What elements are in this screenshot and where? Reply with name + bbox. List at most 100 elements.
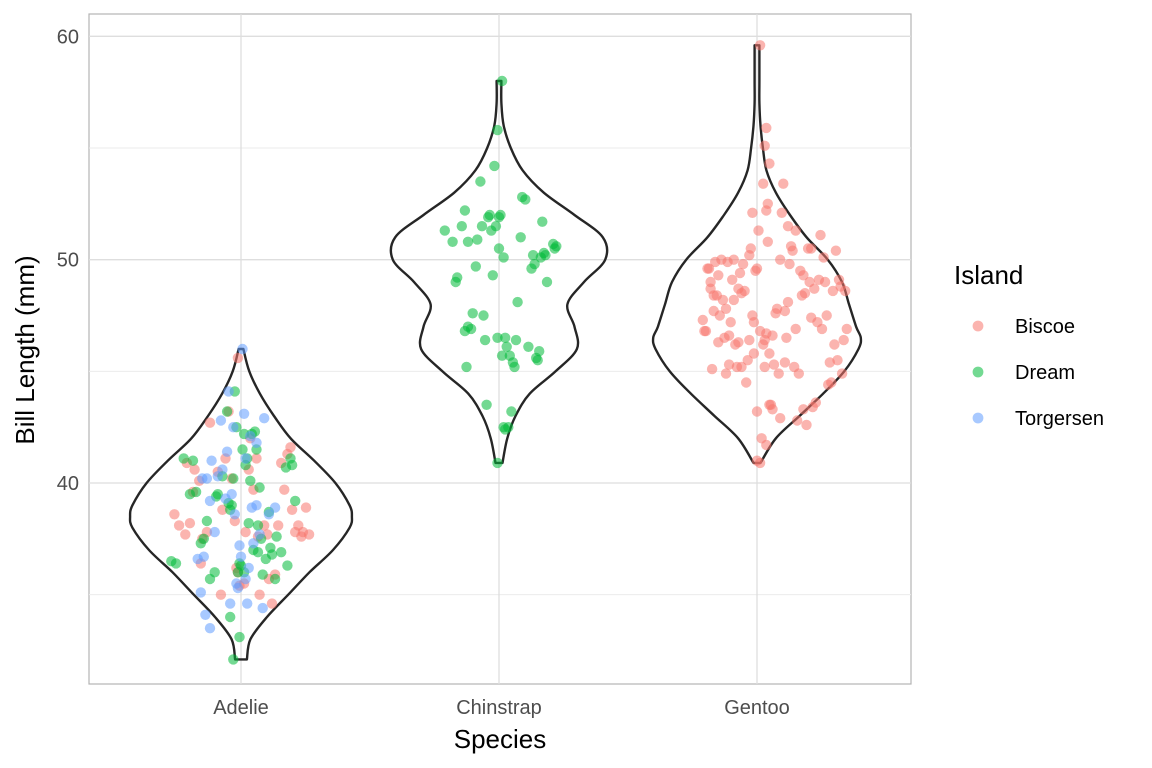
data-point-biscoe [723,330,735,341]
data-point-biscoe [810,397,821,408]
data-point-torgersen [204,495,216,507]
data-point-dream [234,631,245,643]
data-point-biscoe [173,520,185,531]
data-point-biscoe [787,245,798,256]
legend-label-dream: Dream [1015,362,1075,384]
data-point-dream [228,654,239,665]
y-tick-label: 40 [57,473,79,495]
data-point-dream [212,489,223,500]
data-point-biscoe [775,254,786,265]
data-point-dream [512,296,523,308]
data-point-torgersen [237,343,248,355]
legend-key-torgersen [972,412,984,424]
data-point-dream [478,310,489,321]
data-point-torgersen [228,422,239,433]
data-point-torgersen [198,551,209,562]
data-point-dream [237,444,248,455]
data-point-biscoe [303,529,315,540]
data-point-dream [487,270,498,281]
data-point-dream [470,261,481,272]
data-point-biscoe [217,504,228,515]
data-point-torgersen [226,489,237,500]
legend-key-biscoe [972,320,984,332]
data-point-torgersen [223,386,234,397]
data-point-biscoe [754,40,766,51]
data-point-biscoe [778,178,789,189]
data-point-dream [492,332,503,343]
data-point-dream [465,323,477,335]
data-point-torgersen [234,540,245,551]
data-point-torgersen [240,453,251,464]
data-point-dream [467,308,478,319]
violin-gentoo [651,44,863,465]
data-point-biscoe [758,178,769,189]
data-point-dream [266,549,278,560]
data-point-dream [252,520,264,531]
data-point-dream [190,486,202,498]
data-point-torgersen [200,609,211,620]
data-point-biscoe [761,439,772,451]
data-point-biscoe [169,509,180,520]
data-point-dream [509,361,520,373]
data-point-biscoe [829,339,840,350]
data-point-dream [456,221,467,232]
data-point-biscoe [723,359,735,370]
legend-label-torgersen: Torgersen [1015,408,1104,430]
data-point-biscoe [798,270,809,281]
data-point-biscoe [759,334,770,346]
legend-key-dream [972,366,984,378]
data-point-biscoe [764,158,775,169]
data-point-dream [225,611,236,623]
data-point-biscoe [753,225,764,236]
data-point-dream [489,160,500,172]
data-point-torgersen [195,587,206,598]
data-point-biscoe [759,140,770,151]
data-point-biscoe [744,250,755,261]
data-point-dream [492,124,503,136]
plot-panel [88,13,912,685]
data-point-biscoe [801,419,812,431]
data-point-biscoe [705,276,716,288]
data-point-biscoe [782,221,794,232]
data-point-biscoe [799,288,811,299]
violin-chinstrap [389,79,609,465]
data-point-biscoe [717,294,729,306]
data-point-biscoe [751,406,763,417]
data-point-biscoe [240,526,251,538]
jittered-points [166,40,852,665]
data-point-dream [484,209,495,221]
y-axis-title: Bill Length (mm) [10,255,40,444]
data-point-biscoe [793,368,804,379]
data-point-biscoe [775,413,786,424]
y-axis-tick-labels: 40 50 60 [57,26,79,495]
x-tick-label: Adelie [213,697,269,719]
data-point-dream [506,406,517,417]
data-point-dream [252,547,264,558]
data-point-dream [286,459,298,471]
data-point-biscoe [792,415,803,426]
data-point-biscoe [232,352,244,364]
data-point-biscoe [736,361,747,373]
data-point-dream [532,355,543,366]
data-point-biscoe [736,288,747,299]
data-point-torgersen [257,602,268,614]
data-point-dream [498,252,509,263]
data-point-dream [282,560,293,571]
data-point-biscoe [285,442,296,453]
data-point-dream [472,234,483,245]
data-point-dream [178,453,189,464]
data-point-biscoe [771,303,783,314]
data-point-biscoe [773,368,784,379]
data-point-torgersen [251,500,262,511]
data-point-torgersen [221,446,233,457]
data-point-dream [493,243,505,254]
data-point-dream [245,475,256,486]
legend-items: Biscoe Dream Torgersen [972,316,1104,430]
data-point-dream [198,533,209,544]
data-point-biscoe [806,312,817,323]
data-point-dream [540,250,551,261]
data-point-dream [510,334,522,346]
data-point-dream [479,334,491,346]
data-point-torgersen [259,413,270,424]
data-point-biscoe [827,285,839,297]
